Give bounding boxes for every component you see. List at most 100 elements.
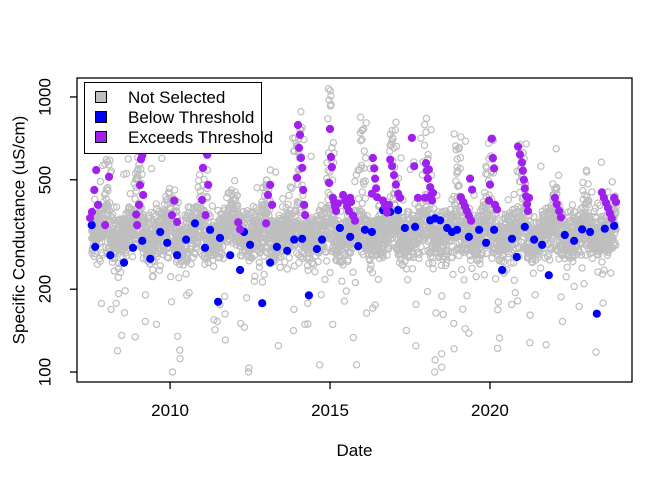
data-point [285, 254, 293, 262]
data-point [119, 258, 129, 267]
data-point [599, 299, 607, 307]
data-point [431, 368, 439, 376]
data-point [394, 206, 403, 215]
legend-swatch-exceeds-threshold [95, 131, 107, 143]
x-axis-title: Date [336, 441, 373, 460]
data-point [321, 275, 329, 284]
data-point [104, 172, 114, 181]
data-point [165, 184, 174, 193]
data-point [135, 181, 145, 190]
data-point [245, 364, 253, 372]
data-point [497, 265, 507, 275]
data-point [128, 252, 137, 261]
data-point [226, 251, 235, 260]
data-point [352, 361, 361, 369]
data-point [569, 236, 579, 245]
data-point [480, 271, 488, 279]
data-point [286, 183, 294, 191]
data-point [293, 120, 303, 130]
data-point [96, 177, 105, 186]
data-point [234, 218, 243, 227]
data-point [537, 264, 545, 272]
data-point [156, 262, 164, 270]
data-point [324, 84, 333, 93]
data-point [545, 256, 554, 264]
data-point [570, 282, 578, 291]
data-point [285, 209, 294, 218]
data-point [243, 207, 251, 215]
data-point [429, 265, 437, 273]
data-point [408, 265, 417, 273]
data-point [211, 326, 219, 334]
data-point [296, 153, 305, 163]
data-point [468, 264, 476, 273]
data-point [128, 243, 138, 252]
data-point [168, 368, 177, 376]
data-point [295, 130, 305, 139]
data-point [170, 186, 179, 194]
data-point [138, 170, 146, 179]
data-point [126, 189, 135, 198]
data-point [512, 252, 521, 262]
data-point [588, 188, 596, 196]
data-point [299, 200, 309, 209]
data-point [562, 273, 570, 281]
data-point [113, 347, 122, 355]
data-point [120, 309, 129, 317]
data-point [198, 163, 208, 172]
data-point [420, 141, 429, 150]
data-point [307, 152, 315, 160]
data-point [524, 216, 533, 225]
legend-item-exceeds-threshold: Exceeds Threshold [95, 127, 273, 147]
data-point [557, 293, 565, 301]
data-point [457, 133, 465, 141]
data-point [338, 277, 346, 285]
data-point [221, 336, 230, 344]
data-point [105, 199, 114, 207]
data-point [354, 242, 363, 251]
data-point [110, 203, 118, 211]
data-point [382, 208, 392, 217]
data-point [481, 238, 491, 247]
data-point [230, 176, 239, 185]
data-point [346, 232, 355, 241]
data-point [515, 150, 525, 159]
data-point [487, 134, 496, 143]
data-point [350, 216, 360, 225]
data-point [424, 165, 433, 174]
data-point [117, 331, 126, 340]
data-point [362, 119, 370, 127]
data-point [456, 164, 464, 173]
data-point [139, 190, 148, 200]
data-point [298, 234, 307, 243]
data-point [577, 225, 587, 234]
data-point [324, 188, 332, 197]
data-point [201, 211, 210, 220]
data-point [476, 260, 484, 268]
data-point [299, 185, 308, 195]
data-point [600, 224, 609, 233]
data-point [149, 272, 157, 281]
data-point [379, 249, 387, 257]
data-point [391, 126, 399, 134]
data-point [290, 305, 298, 314]
data-point [389, 171, 399, 180]
data-point [240, 323, 248, 331]
data-point [255, 258, 263, 267]
data-point [131, 333, 139, 341]
data-point [358, 135, 366, 144]
data-point [554, 171, 563, 179]
data-point [431, 356, 439, 364]
data-point [456, 154, 465, 162]
data-point [173, 251, 182, 260]
data-point [102, 185, 111, 193]
data-point [267, 200, 277, 209]
data-point [121, 287, 129, 295]
data-point [340, 297, 349, 305]
data-point [442, 259, 450, 267]
data-point [531, 291, 539, 299]
data-point [222, 193, 231, 202]
y-tick-label: 200 [35, 275, 55, 304]
data-point [464, 232, 473, 241]
